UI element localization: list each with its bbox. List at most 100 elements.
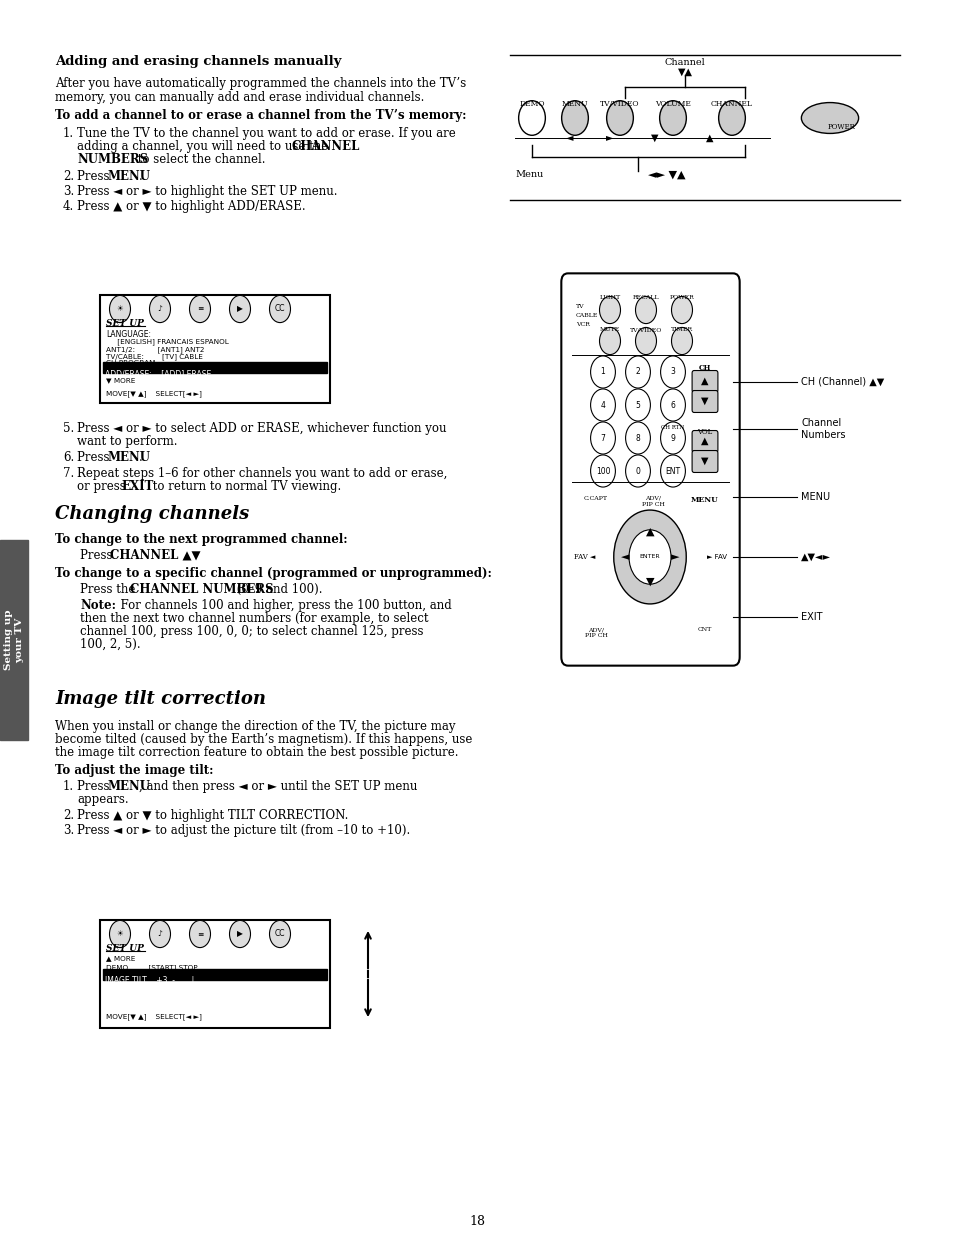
Text: ENTER: ENTER xyxy=(639,555,659,559)
Text: CH PROGRAM: CH PROGRAM xyxy=(106,359,155,366)
Text: ♪: ♪ xyxy=(157,930,162,939)
Circle shape xyxy=(659,101,685,136)
Text: NUMBERS: NUMBERS xyxy=(77,153,148,165)
Text: Press: Press xyxy=(77,781,113,793)
Text: ☀: ☀ xyxy=(116,305,123,314)
Text: want to perform.: want to perform. xyxy=(77,435,177,448)
Text: DEMO         [START] STOP: DEMO [START] STOP xyxy=(106,965,197,971)
Text: After you have automatically programmed the channels into the TV’s: After you have automatically programmed … xyxy=(55,77,466,90)
Text: EXIT: EXIT xyxy=(121,480,153,493)
Text: CHANNEL NUMBERS: CHANNEL NUMBERS xyxy=(130,583,274,597)
Circle shape xyxy=(625,356,650,388)
Text: 2.: 2. xyxy=(63,170,74,183)
Text: SET UP: SET UP xyxy=(106,319,144,329)
Text: DEMO: DEMO xyxy=(518,100,544,107)
Text: 7: 7 xyxy=(600,433,605,442)
Circle shape xyxy=(606,101,633,136)
Text: ◄: ◄ xyxy=(620,552,629,562)
Text: MUTE: MUTE xyxy=(599,327,619,332)
Circle shape xyxy=(718,101,744,136)
Text: TV: TV xyxy=(576,304,584,309)
Circle shape xyxy=(150,295,171,322)
Text: ▼: ▼ xyxy=(645,577,654,587)
Circle shape xyxy=(659,422,684,454)
Text: For channels 100 and higher, press the 100 button, and: For channels 100 and higher, press the 1… xyxy=(112,599,452,613)
Text: memory, you can manually add and erase individual channels.: memory, you can manually add and erase i… xyxy=(55,91,424,104)
Text: ▲: ▲ xyxy=(700,436,708,446)
Text: Press ◄ or ► to highlight the SET UP menu.: Press ◄ or ► to highlight the SET UP men… xyxy=(77,185,337,198)
Text: ►: ► xyxy=(605,133,613,142)
Text: Press: Press xyxy=(80,550,116,562)
FancyBboxPatch shape xyxy=(691,451,718,473)
Circle shape xyxy=(598,327,619,354)
Text: CH: CH xyxy=(699,364,710,372)
Text: ▲: ▲ xyxy=(705,133,713,142)
Text: MOVE[▼ ▲]    SELECT[◄ ►]: MOVE[▼ ▲] SELECT[◄ ►] xyxy=(106,1013,202,1020)
Text: ► FAV: ► FAV xyxy=(706,555,726,559)
Circle shape xyxy=(590,356,615,388)
Text: MENU: MENU xyxy=(107,170,150,183)
Text: (0–9 and 100).: (0–9 and 100). xyxy=(233,583,322,597)
Text: channel 100, press 100, 0, 0; to select channel 125, press: channel 100, press 100, 0, 0; to select … xyxy=(80,625,423,638)
Text: To change to the next programmed channel:: To change to the next programmed channel… xyxy=(55,534,347,546)
Text: ◄► ▼▲: ◄► ▼▲ xyxy=(647,170,685,180)
Text: VOLUME: VOLUME xyxy=(655,100,690,107)
Text: 7.: 7. xyxy=(63,467,74,480)
Text: or press: or press xyxy=(77,480,130,493)
Text: Channel
Numbers: Channel Numbers xyxy=(801,419,844,440)
Text: 2: 2 xyxy=(635,368,639,377)
Text: .: . xyxy=(139,170,143,183)
Text: ◄: ◄ xyxy=(566,133,573,142)
Circle shape xyxy=(270,295,291,322)
FancyBboxPatch shape xyxy=(691,431,718,452)
Text: POWER: POWER xyxy=(827,124,855,131)
Text: CHANNEL: CHANNEL xyxy=(710,100,752,107)
Text: ▲: ▲ xyxy=(645,527,654,537)
Text: ≡: ≡ xyxy=(196,305,203,314)
Text: ADD/ERASE:    [ADD] ERASE: ADD/ERASE: [ADD] ERASE xyxy=(105,369,211,378)
Text: CHANNEL: CHANNEL xyxy=(292,140,360,153)
Text: 6: 6 xyxy=(670,400,675,410)
Text: CH RTN: CH RTN xyxy=(660,425,684,430)
Text: EXIT: EXIT xyxy=(801,613,821,622)
Text: ▼ MORE: ▼ MORE xyxy=(106,377,135,383)
Text: FAV ◄: FAV ◄ xyxy=(574,553,595,561)
Circle shape xyxy=(628,530,670,584)
Circle shape xyxy=(613,510,685,604)
Circle shape xyxy=(590,454,615,487)
Bar xyxy=(100,920,330,1028)
Text: ▶: ▶ xyxy=(236,930,243,939)
Text: MOVE[▼ ▲]    SELECT[◄ ►]: MOVE[▼ ▲] SELECT[◄ ►] xyxy=(106,390,202,396)
Circle shape xyxy=(659,356,684,388)
Text: 1.: 1. xyxy=(63,127,74,140)
Circle shape xyxy=(625,422,650,454)
Circle shape xyxy=(590,389,615,421)
Text: Press ◄ or ► to select ADD or ERASE, whichever function you: Press ◄ or ► to select ADD or ERASE, whi… xyxy=(77,422,446,435)
Text: Press: Press xyxy=(77,170,113,183)
Text: 1.: 1. xyxy=(63,781,74,793)
FancyBboxPatch shape xyxy=(560,273,739,666)
Text: 4: 4 xyxy=(600,400,605,410)
Text: ▲▼◄►: ▲▼◄► xyxy=(801,552,830,562)
Text: Channel: Channel xyxy=(664,58,704,67)
Text: RECALL: RECALL xyxy=(632,295,659,300)
Text: 1: 1 xyxy=(600,368,605,377)
Text: LANGUAGE:: LANGUAGE: xyxy=(106,330,151,338)
Circle shape xyxy=(190,920,211,947)
Circle shape xyxy=(110,920,131,947)
Text: ▼▲: ▼▲ xyxy=(677,68,692,77)
Text: Image tilt correction: Image tilt correction xyxy=(55,690,266,708)
Circle shape xyxy=(270,920,291,947)
Text: 3.: 3. xyxy=(63,185,74,198)
Text: ADV/
PIP CH: ADV/ PIP CH xyxy=(640,496,663,506)
Circle shape xyxy=(635,296,656,324)
Text: VOL: VOL xyxy=(697,429,712,436)
Text: ▶: ▶ xyxy=(236,305,243,314)
Bar xyxy=(103,969,327,981)
Text: appears.: appears. xyxy=(77,793,129,806)
Circle shape xyxy=(590,422,615,454)
Text: 5.: 5. xyxy=(63,422,74,435)
Circle shape xyxy=(625,389,650,421)
Text: ♪: ♪ xyxy=(157,305,162,314)
Text: Tune the TV to the channel you want to add or erase. If you are: Tune the TV to the channel you want to a… xyxy=(77,127,456,140)
